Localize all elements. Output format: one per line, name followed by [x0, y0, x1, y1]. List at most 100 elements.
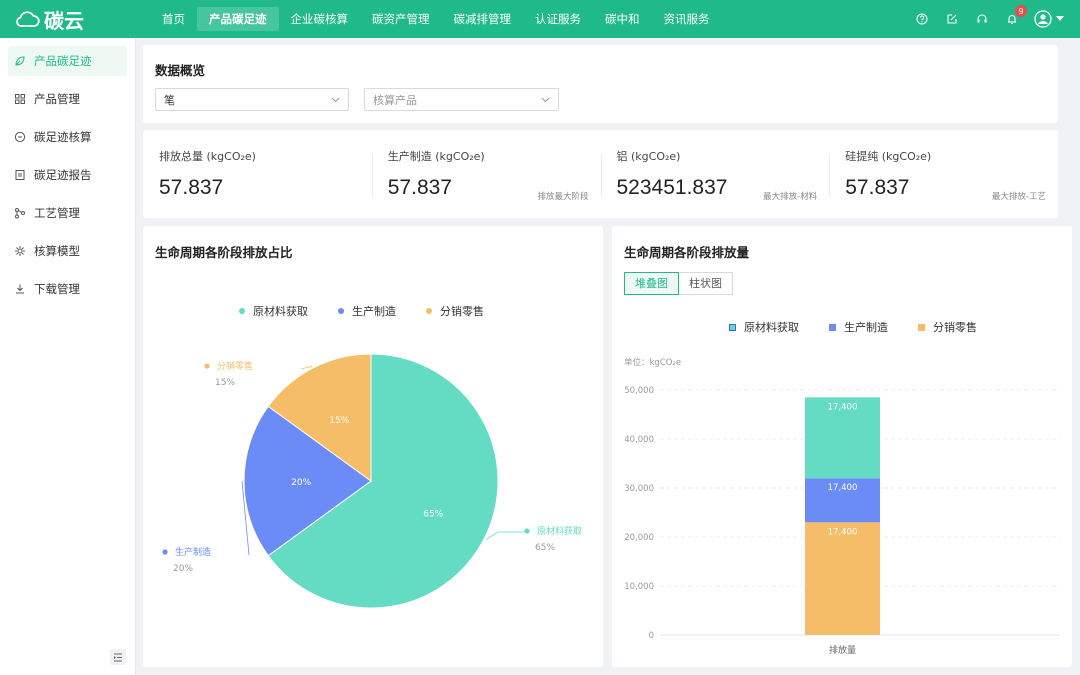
calc-product-placeholder: 核算产品 — [373, 93, 417, 107]
metric-value: 57.837 — [159, 176, 224, 199]
legend-square — [918, 323, 925, 331]
nav-item-0[interactable]: 首页 — [162, 12, 185, 26]
pie-outer-dot — [162, 549, 168, 555]
notification-badge: 9 — [1015, 5, 1027, 17]
bar-chart-title: 生命周期各阶段排放量 — [624, 245, 750, 260]
help-icon[interactable] — [914, 11, 930, 27]
bar-legend: 原材料获取 生产制造 分销零售 — [729, 319, 977, 335]
bar-segment-label: 17,400 — [828, 483, 858, 493]
collapse-icon — [114, 653, 122, 661]
legend-dot — [426, 308, 432, 314]
pie-legend-item-2[interactable]: 分销零售 — [426, 303, 484, 319]
y-tick-label: 10,000 — [624, 582, 654, 592]
bar-segment-0[interactable] — [805, 522, 880, 635]
bar-legend-item-2[interactable]: 分销零售 — [918, 319, 977, 335]
pie-legend-item-1[interactable]: 生产制造 — [338, 303, 396, 319]
sidebar: 产品碳足迹产品管理碳足迹核算碳足迹报告工艺管理核算模型下载管理 — [0, 38, 136, 675]
metric-3: 硅提纯 (kgCO₂e) 57.837 最大排放-工艺 — [829, 130, 1058, 218]
bar-chart-card: 生命周期各阶段排放量 堆叠图 柱状图 原材料获取 生产制造 分销零售 单位：kgCO₂… — [612, 226, 1072, 667]
product-select-value: 笔 — [164, 93, 175, 107]
report-icon — [15, 170, 25, 180]
sidebar-item-label: 工艺管理 — [34, 206, 80, 220]
sidebar-item-3[interactable]: 碳足迹报告 — [8, 160, 127, 190]
legend-label: 生产制造 — [352, 305, 396, 318]
pie-legend-item-0[interactable]: 原材料获取 — [239, 303, 308, 319]
pie-chart: 65% 原材料获取 65% 20% 生产制造 20% 15% 分销零售 15% — [162, 353, 582, 609]
y-tick-label: 0 — [649, 631, 654, 641]
metric-value: 57.837 — [845, 176, 910, 199]
process-icon — [15, 208, 25, 219]
nav-item-2[interactable]: 企业碳核算 — [290, 12, 349, 26]
metric-note: 排放最大阶段 — [537, 192, 589, 202]
avatar-icon — [1034, 10, 1052, 28]
legend-dot — [338, 308, 344, 314]
metric-1: 生产制造 (kgCO₂e) 57.837 排放最大阶段 — [371, 130, 601, 218]
metric-0: 排放总量 (kgCO₂e) 57.837 — [143, 130, 372, 218]
sidebar-item-4[interactable]: 工艺管理 — [8, 198, 127, 228]
sidebar-item-5[interactable]: 核算模型 — [8, 236, 127, 266]
pie-leader-line — [485, 531, 527, 540]
nav-item-5[interactable]: 认证服务 — [535, 12, 581, 26]
nav-item-6[interactable]: 碳中和 — [605, 12, 640, 26]
top-right-tools: 9 — [914, 0, 1064, 38]
pie-outer-label: 生产制造 — [175, 546, 211, 558]
sidebar-item-label: 产品碳足迹 — [34, 54, 92, 68]
pie-outer-pct: 65% — [535, 543, 555, 553]
chart-tab-0[interactable]: 堆叠图 — [624, 272, 679, 295]
metric-value: 523451.837 — [616, 176, 728, 199]
y-unit-label: 单位：kgCO₂e — [624, 357, 681, 368]
pie-leader-line — [241, 480, 250, 556]
pie-outer-dot — [204, 363, 210, 369]
pie-chart-title: 生命周期各阶段排放占比 — [155, 245, 293, 260]
metric-value: 57.837 — [387, 176, 452, 199]
sidebar-item-2[interactable]: 碳足迹核算 — [8, 122, 127, 152]
legend-label: 生产制造 — [844, 321, 888, 334]
pie-outer-pct: 20% — [173, 564, 193, 574]
logo[interactable]: 碳云 — [0, 5, 150, 34]
chevron-down-icon — [331, 97, 340, 102]
chart-tab-1[interactable]: 柱状图 — [679, 272, 733, 295]
product-select[interactable]: 笔 — [155, 88, 349, 111]
legend-label: 分销零售 — [440, 305, 484, 318]
download-icon — [16, 284, 24, 294]
sidebar-item-0[interactable]: 产品碳足迹 — [8, 46, 127, 76]
overview-title: 数据概览 — [155, 63, 206, 78]
metric-label: 排放总量 (kgCO₂e) — [159, 150, 256, 163]
nav-item-4[interactable]: 碳减排管理 — [453, 12, 512, 26]
metric-label: 硅提纯 (kgCO₂e) — [845, 150, 932, 163]
y-tick-label: 30,000 — [624, 484, 654, 494]
legend-square — [829, 323, 836, 331]
pie-slice-1[interactable] — [243, 405, 372, 557]
nav-item-7[interactable]: 资讯服务 — [663, 12, 710, 26]
bar-legend-item-1[interactable]: 生产制造 — [829, 319, 888, 335]
cloud-logo-icon — [16, 11, 40, 27]
metric-note: 最大排放-工艺 — [991, 192, 1046, 202]
calc-product-select[interactable]: 核算产品 — [364, 88, 559, 111]
legend-label: 分销零售 — [933, 321, 977, 334]
edit-icon[interactable] — [944, 11, 960, 27]
legend-dot — [239, 308, 245, 314]
bar-segment-1[interactable] — [805, 478, 880, 523]
pie-legend: 原材料获取 生产制造 分销零售 — [239, 303, 484, 319]
caret-down-icon — [1056, 16, 1064, 21]
nav-item-3[interactable]: 碳资产管理 — [372, 12, 430, 26]
sidebar-item-1[interactable]: 产品管理 — [8, 84, 127, 114]
pie-slice-2[interactable] — [267, 353, 372, 482]
pie-slice-label: 20% — [291, 478, 311, 488]
pie-slice-0[interactable] — [267, 353, 499, 609]
bell-icon[interactable]: 9 — [1004, 5, 1027, 27]
calc-icon — [14, 131, 26, 143]
headset-icon[interactable] — [974, 11, 990, 27]
sidebar-item-label: 碳足迹核算 — [34, 130, 92, 144]
chevron-down-icon — [541, 97, 550, 102]
top-navbar: 碳云 首页 产品碳足迹 企业碳核算 碳资产管理 碳减排管理 认证服务 碳中和 资讯服务 9 — [0, 0, 1080, 38]
bar-legend-item-0[interactable]: 原材料获取 — [729, 319, 799, 335]
sidebar-item-6[interactable]: 下载管理 — [8, 274, 127, 304]
user-menu[interactable] — [1034, 10, 1064, 28]
leaf-icon — [15, 56, 25, 66]
bar-segment-2[interactable] — [805, 397, 880, 479]
nav-item-1[interactable]: 产品碳足迹 — [197, 7, 279, 31]
pie-chart-card: 生命周期各阶段排放占比 原材料获取 生产制造 分销零售 65% 原材料获取 65% 20%… — [143, 226, 603, 667]
legend-square — [729, 323, 736, 331]
collapse-sidebar-button[interactable] — [110, 649, 126, 665]
